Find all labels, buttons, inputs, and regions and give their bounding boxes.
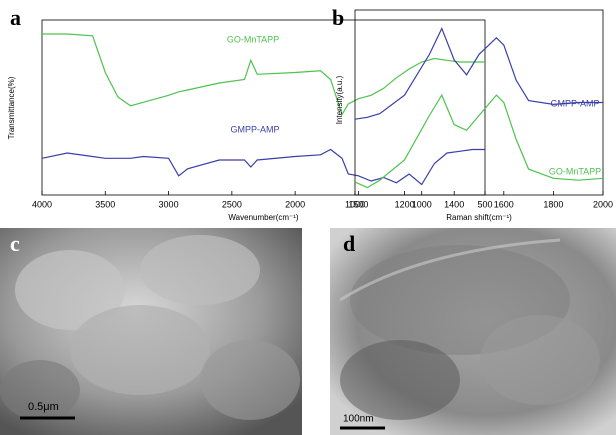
x-tick-label: 2000 xyxy=(285,199,305,209)
x-tick-label: 3500 xyxy=(95,199,115,209)
x-tick-label: 3000 xyxy=(159,199,179,209)
panel-label: a xyxy=(10,5,21,30)
y-axis-label: Transmittance(%) xyxy=(7,76,16,139)
x-tick-label: 1500 xyxy=(348,199,368,209)
panel-label: b xyxy=(332,5,344,30)
x-tick-label: 2500 xyxy=(222,199,242,209)
scale-bar-label: 100nm xyxy=(343,414,374,425)
series-label: GO-MnTAPP xyxy=(227,34,279,44)
series-line xyxy=(354,93,604,189)
x-tick-label: 2000 xyxy=(593,199,613,209)
x-tick-label: 1200 xyxy=(395,199,415,209)
series-label: GO-MnTAPP xyxy=(549,166,601,176)
series-label: GMPP-AMP xyxy=(230,124,279,134)
x-axis-label: Wavenumber(cm⁻¹) xyxy=(228,213,298,222)
tem-image: d 100nm xyxy=(330,228,616,435)
x-tick-label: 1000 xyxy=(412,199,432,209)
series-line xyxy=(41,148,485,186)
sem-image: c 0.5μm xyxy=(0,228,302,435)
series-line xyxy=(42,33,485,116)
x-tick-label: 1000 xyxy=(345,199,365,209)
series-label: GMPP-AMP xyxy=(550,98,599,108)
panel-label: d xyxy=(343,231,355,256)
y-axis-label: Intensity(a.u.) xyxy=(335,75,344,124)
panel-label: c xyxy=(10,231,20,256)
x-tick-label: 500 xyxy=(477,199,492,209)
x-tick-label: 1800 xyxy=(543,199,563,209)
x-tick-label: 4000 xyxy=(32,199,52,209)
series-line xyxy=(354,26,603,120)
plot-frame xyxy=(41,19,486,196)
x-tick-label: 1400 xyxy=(444,199,464,209)
scale-bar-label: 0.5μm xyxy=(28,401,59,413)
x-tick-label: 1600 xyxy=(494,199,514,209)
x-axis-label: Raman shift(cm⁻¹) xyxy=(446,213,512,222)
